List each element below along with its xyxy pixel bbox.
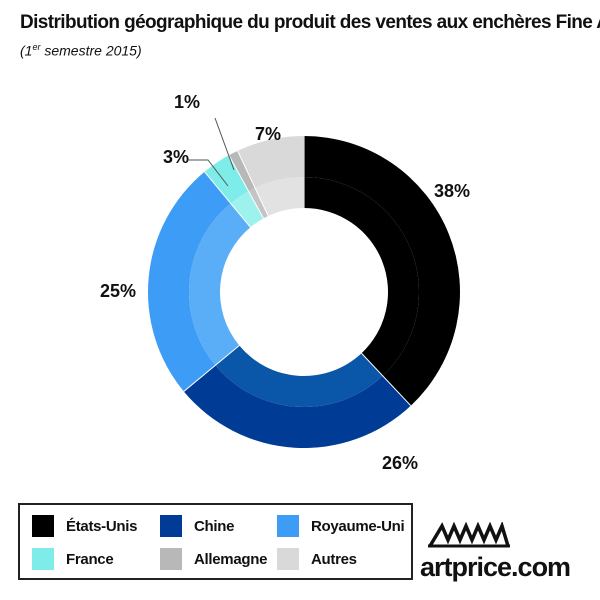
slice-2-outer — [148, 171, 231, 392]
data-label-1: 26% — [382, 453, 418, 473]
slice-separator — [228, 155, 264, 219]
subtitle-prefix: (1 — [20, 42, 33, 59]
slice-3-inner — [230, 191, 264, 228]
legend-label: Autres — [311, 550, 357, 568]
data-label-0: 38% — [434, 181, 470, 201]
legend-label: Royaume-Uni — [311, 517, 405, 535]
legend-swatch — [277, 548, 299, 570]
slice-1-inner — [215, 345, 383, 408]
legend-item-allemagne: Allemagne — [160, 548, 267, 570]
slice-1-outer — [183, 365, 411, 448]
legend-item-etats-unis: États-Unis — [32, 515, 137, 537]
leader-france — [188, 159, 229, 187]
slice-separator — [183, 345, 240, 392]
chart-subtitle: (1er semestre 2015) — [20, 42, 142, 59]
chart-legend: États-Unis Chine Royaume-Uni France Alle… — [18, 503, 413, 580]
legend-swatch — [160, 515, 182, 537]
slice-separator — [237, 150, 269, 217]
subtitle-sup: er — [32, 42, 41, 52]
slice-3-outer — [204, 155, 249, 204]
legend-item-autres: Autres — [277, 548, 357, 570]
slice-0-outer — [304, 136, 460, 406]
legend-item-france: France — [32, 548, 114, 570]
slice-5-outer — [237, 136, 304, 188]
legend-label: Chine — [194, 517, 235, 535]
leader-allemagne — [214, 117, 235, 171]
chart-title: Distribution géographique du produit des… — [20, 12, 600, 33]
slice-separator — [204, 171, 251, 228]
legend-label: États-Unis — [66, 517, 138, 535]
slice-5-inner — [255, 177, 304, 216]
legend-swatch — [32, 515, 54, 537]
logo-text: artprice.com — [420, 552, 571, 582]
data-label-5: 7% — [255, 124, 281, 144]
slice-2-inner — [189, 203, 251, 366]
slice-4-outer — [228, 150, 256, 192]
legend-swatch — [160, 548, 182, 570]
slice-4-inner — [248, 187, 269, 219]
legend-item-chine: Chine — [160, 515, 234, 537]
legend-swatch — [32, 548, 54, 570]
slice-0-inner — [304, 177, 419, 376]
data-label-2: 25% — [100, 281, 136, 301]
data-label-3: 3% — [163, 147, 189, 167]
logo-mark — [428, 522, 510, 548]
slice-separator — [361, 352, 412, 407]
legend-label: France — [66, 550, 114, 568]
subtitle-suffix: semestre 2015) — [40, 42, 142, 59]
legend-label: Allemagne — [194, 550, 268, 568]
donut-chart: 38% 26% 25% 3% 1% 7% — [100, 92, 470, 473]
artprice-logo: artprice.com — [420, 522, 590, 586]
legend-item-royaume-uni: Royaume-Uni — [277, 515, 405, 537]
legend-swatch — [277, 515, 299, 537]
data-label-4: 1% — [174, 92, 200, 112]
